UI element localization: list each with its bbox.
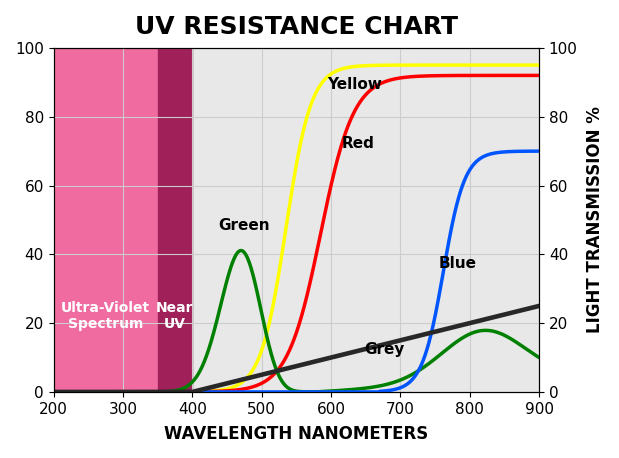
- Text: Red: Red: [342, 136, 374, 151]
- Bar: [54, 48, 158, 392]
- Text: Grey: Grey: [365, 342, 405, 357]
- Y-axis label: LIGHT TRANSMISSION %: LIGHT TRANSMISSION %: [586, 106, 604, 333]
- Text: Near
UV: Near UV: [156, 301, 194, 331]
- Bar: [158, 48, 193, 392]
- X-axis label: WAVELENGTH NANOMETERS: WAVELENGTH NANOMETERS: [164, 425, 428, 443]
- Title: UV RESISTANCE CHART: UV RESISTANCE CHART: [135, 15, 458, 39]
- Text: Yellow: Yellow: [327, 77, 383, 92]
- Text: Green: Green: [218, 218, 270, 233]
- Text: Blue: Blue: [438, 256, 477, 271]
- Text: Ultra-Violet
Spectrum: Ultra-Violet Spectrum: [61, 301, 150, 331]
